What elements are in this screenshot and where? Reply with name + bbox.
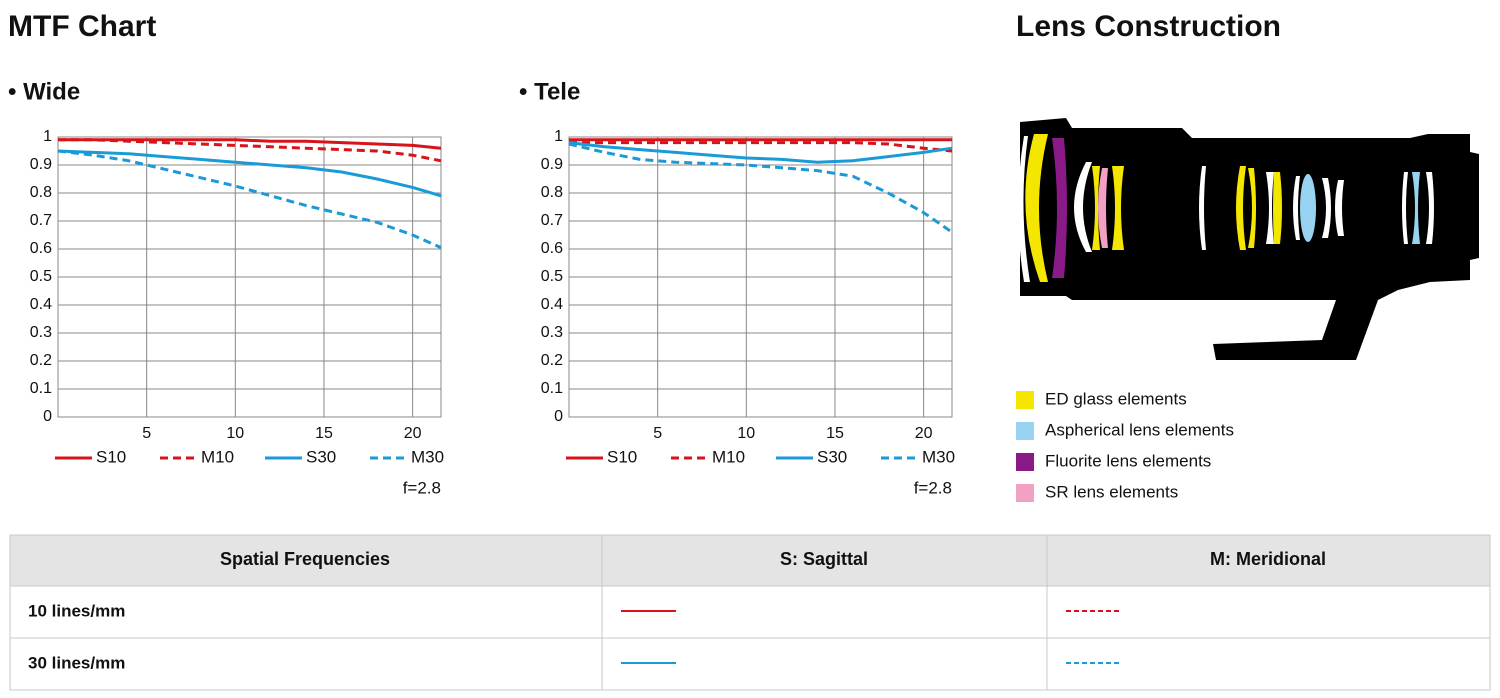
y-tick-label: 0.2 <box>541 352 563 369</box>
legend-swatch <box>1016 422 1034 440</box>
legend-label: M30 <box>411 447 444 466</box>
y-tick-label: 0.4 <box>30 296 52 313</box>
legend-label: S10 <box>96 447 126 466</box>
y-tick-label: 0.6 <box>541 240 563 257</box>
legend-label: ED glass elements <box>1045 389 1187 408</box>
legend-swatch <box>1016 484 1034 502</box>
mtf-line <box>568 141 953 164</box>
x-tick-label: 5 <box>142 425 151 442</box>
annotation: f=2.8 <box>403 478 441 497</box>
chart-title: • Tele <box>519 78 580 105</box>
legend-label: Aspherical lens elements <box>1045 420 1234 439</box>
y-tick-label: 0.4 <box>541 296 563 313</box>
table-cell: 10 lines/mm <box>28 601 125 620</box>
legend-label: Fluorite lens elements <box>1045 451 1211 470</box>
y-tick-label: 0.8 <box>541 184 563 201</box>
legend-label: M10 <box>712 447 745 466</box>
table-row <box>9 585 1491 639</box>
y-tick-label: 1 <box>43 128 52 145</box>
table-cell: 30 lines/mm <box>28 653 125 672</box>
y-tick-label: 0.1 <box>541 380 563 397</box>
x-tick-label: 15 <box>826 425 844 442</box>
legend-label: M30 <box>922 447 955 466</box>
y-tick-label: 0.2 <box>30 352 52 369</box>
mtf-line <box>57 149 442 249</box>
y-tick-label: 0.3 <box>30 324 52 341</box>
legend-label: S10 <box>607 447 637 466</box>
mtf-line <box>568 142 953 234</box>
x-tick-label: 5 <box>653 425 662 442</box>
mtf-line <box>58 138 442 150</box>
x-tick-label: 10 <box>226 425 244 442</box>
y-tick-label: 0.7 <box>541 212 563 229</box>
chart-title: • Wide <box>8 78 80 105</box>
x-tick-label: 20 <box>915 425 933 442</box>
x-tick-label: 10 <box>737 425 755 442</box>
mtf-line <box>58 138 442 163</box>
legend-swatch <box>1016 391 1034 409</box>
table-header: Spatial Frequencies <box>220 549 390 569</box>
legend-label: SR lens elements <box>1045 482 1178 501</box>
table-header: M: Meridional <box>1210 549 1326 569</box>
y-tick-label: 0.5 <box>541 268 563 285</box>
y-tick-label: 0.6 <box>30 240 52 257</box>
y-tick-label: 0.9 <box>541 156 563 173</box>
mtf-line <box>57 149 442 198</box>
y-tick-label: 0 <box>43 408 52 425</box>
x-tick-label: 20 <box>404 425 422 442</box>
y-tick-label: 0 <box>554 408 563 425</box>
table-row <box>9 637 1491 691</box>
x-tick-label: 15 <box>315 425 333 442</box>
mtf-line <box>569 141 953 153</box>
page-title: MTF Chart <box>8 10 156 43</box>
y-tick-label: 0.7 <box>30 212 52 229</box>
y-tick-label: 0.8 <box>30 184 52 201</box>
annotation: f=2.8 <box>914 478 952 497</box>
frequency-table: Spatial Frequencies S: Sagittal M: Merid… <box>9 534 1491 691</box>
legend-label: S30 <box>306 447 336 466</box>
lens-diagram <box>1018 118 1479 360</box>
y-tick-label: 0.1 <box>30 380 52 397</box>
legend-label: M10 <box>201 447 234 466</box>
y-tick-label: 0.5 <box>30 268 52 285</box>
y-tick-label: 0.3 <box>541 324 563 341</box>
y-tick-label: 0.9 <box>30 156 52 173</box>
table-header: S: Sagittal <box>780 549 868 569</box>
legend-swatch <box>1016 453 1034 471</box>
section-title: Lens Construction <box>1016 10 1281 43</box>
table-header-row <box>9 534 1491 587</box>
y-tick-label: 1 <box>554 128 563 145</box>
legend-label: S30 <box>817 447 847 466</box>
